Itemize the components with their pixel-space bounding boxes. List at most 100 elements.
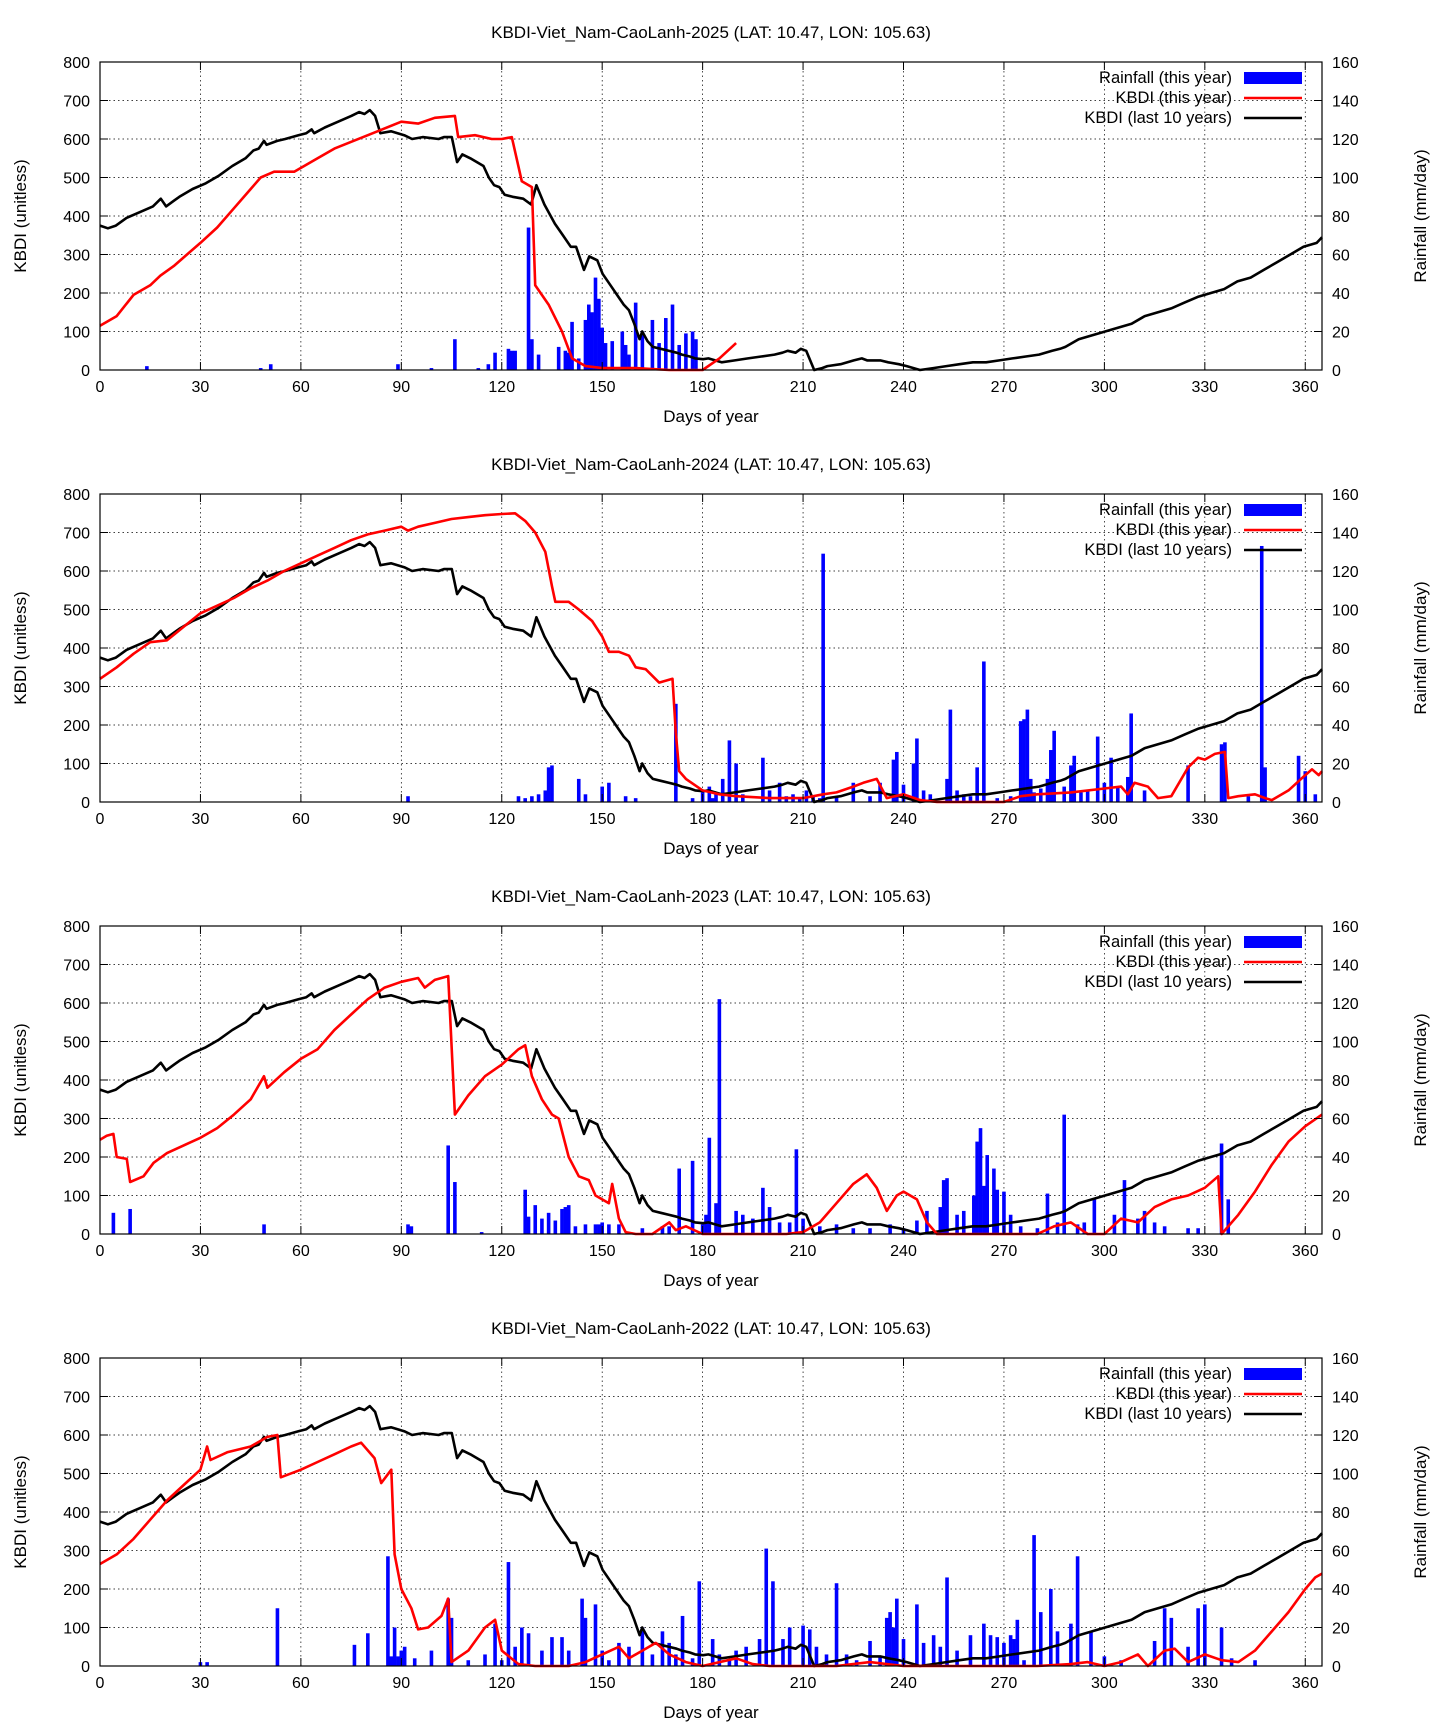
x-tick-label: 240: [890, 379, 917, 396]
y-left-tick-label: 100: [63, 757, 90, 774]
y-left-tick-label: 600: [63, 996, 90, 1013]
rainfall-bar: [466, 1660, 471, 1666]
y-left-tick-label: 300: [63, 1544, 90, 1561]
rainfall-bar: [961, 794, 966, 802]
rainfall-bar: [1012, 1639, 1016, 1666]
x-tick-label: 270: [991, 379, 1018, 396]
rainfall-bar: [396, 1656, 400, 1666]
rainfall-bar: [955, 1650, 959, 1666]
y-right-tick-label: 140: [1332, 1390, 1359, 1407]
rainfall-bar: [1035, 1228, 1040, 1234]
rainfall-bar: [868, 1228, 872, 1234]
chart-title: KBDI-Viet_Nam-CaoLanh-2023 (LAT: 10.47, …: [491, 887, 931, 906]
rainfall-bar: [744, 1646, 748, 1666]
rainfall-bar: [429, 368, 434, 370]
y-right-tick-label: 80: [1332, 1505, 1350, 1522]
rainfall-bar: [409, 1226, 414, 1234]
rainfall-bar: [901, 1639, 906, 1666]
rainfall-bar: [1152, 1222, 1157, 1234]
rainfall-bar: [402, 1646, 407, 1666]
y-left-tick-label: 0: [81, 1659, 90, 1676]
x-tick-label: 240: [890, 1243, 917, 1260]
x-tick-label: 150: [589, 1243, 616, 1260]
rainfall-bar: [1162, 1226, 1167, 1234]
y-left-axis-label: KBDI (unitless): [11, 1023, 30, 1136]
rainfall-bar: [392, 1627, 397, 1666]
y-left-tick-label: 200: [63, 286, 90, 303]
rainfall-bar: [941, 1180, 946, 1234]
rainfall-bar: [493, 352, 497, 370]
y-axis-left: 0 100 200 300 400 500 600 700 800: [63, 55, 108, 380]
x-tick-label: 60: [292, 1243, 310, 1260]
x-tick-label: 120: [488, 379, 515, 396]
rainfall-bar: [891, 1627, 896, 1666]
rainfall-bar: [607, 1224, 611, 1234]
rainfall-bar: [1196, 1228, 1200, 1234]
rainfall-bar: [1032, 1535, 1036, 1666]
rainfall-bar: [389, 1656, 394, 1666]
rainfall-bar: [1219, 744, 1224, 802]
rainfall-bar: [741, 794, 745, 802]
legend: Rainfall (this year) KBDI (this year) KBDI…: [1084, 1365, 1302, 1423]
rainfall-bar: [593, 1224, 598, 1234]
y-right-tick-label: 100: [1332, 1467, 1359, 1484]
kbdi-this-year-line: [99, 114, 737, 372]
x-axis: 0 30 60 90 120 150 180 210 240 270 300 330 360: [96, 926, 1319, 1260]
x-axis: 0 30 60 90 120 150 180 210 240 270 300 330 360: [96, 62, 1319, 396]
y-left-tick-label: 200: [63, 1582, 90, 1599]
x-tick-label: 360: [1292, 379, 1319, 396]
rainfall-bar: [821, 553, 825, 802]
rainfall-bar: [1313, 794, 1318, 802]
x-tick-label: 30: [192, 379, 210, 396]
rainfall-bar: [583, 319, 588, 370]
rainfall-bar: [1052, 730, 1056, 802]
y-right-tick-label: 0: [1332, 1227, 1341, 1244]
x-tick-label: 270: [991, 1243, 1018, 1260]
rainfall-bar: [111, 1212, 116, 1234]
rainfall-bar: [396, 364, 400, 370]
rainfall-bar: [1142, 1210, 1147, 1234]
rainfall-bar: [674, 1654, 678, 1666]
rainfall-bar: [429, 1650, 434, 1666]
legend-label: Rainfall (this year): [1099, 501, 1232, 519]
rainfall-bar: [972, 1195, 976, 1234]
rainfall-bar: [995, 1189, 1000, 1234]
rainfall-bar: [386, 1556, 390, 1666]
y-axis-right: 0 20 40 60 80 100 120 140 160: [1314, 55, 1359, 380]
rainfall-bar: [1253, 1660, 1257, 1666]
rainfall-bar: [536, 794, 541, 802]
rainfall-bar: [1226, 1199, 1231, 1234]
rainfall-bar: [513, 350, 517, 370]
x-tick-label: 330: [1191, 379, 1218, 396]
rainfall-bar: [556, 346, 561, 370]
rainfall-bar: [714, 792, 718, 802]
y-right-tick-label: 40: [1332, 718, 1350, 735]
y-left-tick-label: 500: [63, 1035, 90, 1052]
rainfall-bar: [921, 1642, 926, 1666]
legend-label: KBDI (this year): [1116, 953, 1232, 971]
legend-label: KBDI (last 10 years): [1084, 109, 1232, 127]
rainfall-bar: [734, 1210, 738, 1234]
rainfall-bar: [667, 1226, 671, 1234]
rainfall-bar: [607, 1660, 611, 1666]
x-tick-label: 210: [790, 1243, 817, 1260]
grid-lines: [100, 62, 1322, 370]
kbdi-this-year-line: [99, 512, 1323, 804]
y-right-tick-label: 120: [1332, 1428, 1359, 1445]
rainfall-bar: [1203, 1604, 1207, 1666]
y-left-tick-label: 700: [63, 1390, 90, 1407]
y-right-tick-label: 80: [1332, 209, 1350, 226]
rainfall-bar: [563, 1207, 568, 1234]
rainfall-bar: [550, 1637, 554, 1666]
rainfall-bar: [911, 763, 916, 802]
rainfall-bar: [988, 1635, 993, 1666]
rainfall-bar: [560, 1208, 564, 1234]
rainfall-bar: [1219, 1143, 1224, 1234]
rainfall-bar: [486, 364, 491, 370]
rainfall-bar: [530, 796, 534, 802]
legend-label: KBDI (last 10 years): [1084, 541, 1232, 559]
y-right-tick-label: 140: [1332, 94, 1359, 111]
legend: Rainfall (this year) KBDI (this year) KBDI…: [1084, 933, 1302, 991]
rainfall-bar: [1075, 1556, 1080, 1666]
rainfall-bar: [1062, 1114, 1067, 1234]
